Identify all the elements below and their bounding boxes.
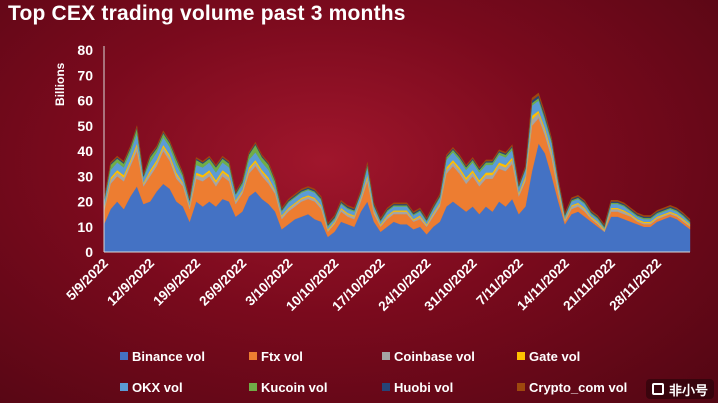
legend-label: Binance vol <box>132 349 205 364</box>
legend-swatch <box>382 383 390 391</box>
legend-item-gate-vol: Gate vol <box>517 349 580 364</box>
legend-item-kucoin-vol: Kucoin vol <box>249 380 327 395</box>
x-tick-label: 19/9/2022 <box>150 256 203 309</box>
y-tick-label: 0 <box>85 244 93 260</box>
legend-swatch <box>249 352 257 360</box>
chart-title: Top CEX trading volume past 3 months <box>8 2 406 25</box>
legend-swatch <box>120 352 128 360</box>
y-tick-label: 70 <box>77 67 93 83</box>
legend-label: Kucoin vol <box>261 380 327 395</box>
y-tick-label: 20 <box>77 194 93 210</box>
legend-label: Ftx vol <box>261 349 303 364</box>
series-area-crypto-com-vol <box>103 92 691 226</box>
watermark: 非小号 <box>645 379 714 399</box>
legend-item-binance-vol: Binance vol <box>120 349 205 364</box>
legend-label: Huobi vol <box>394 380 453 395</box>
y-tick-label: 60 <box>77 93 93 109</box>
legend-swatch <box>517 352 525 360</box>
x-tick-label: 26/9/2022 <box>196 256 249 309</box>
legend-swatch <box>120 383 128 391</box>
y-tick-label: 10 <box>77 219 93 235</box>
legend-label: Coinbase vol <box>394 349 475 364</box>
legend-swatch <box>249 383 257 391</box>
y-tick-label: 30 <box>77 168 93 184</box>
legend-label: OKX vol <box>132 380 183 395</box>
legend-swatch <box>382 352 390 360</box>
watermark-logo-icon <box>651 383 664 395</box>
legend-swatch <box>517 383 525 391</box>
legend-item-ftx-vol: Ftx vol <box>249 349 303 364</box>
legend-label: Gate vol <box>529 349 580 364</box>
y-tick-label: 40 <box>77 143 93 159</box>
x-tick-label: 12/9/2022 <box>104 256 157 309</box>
legend-item-okx-vol: OKX vol <box>120 380 183 395</box>
legend-item-huobi-vol: Huobi vol <box>382 380 453 395</box>
x-tick-label: 5/9/2022 <box>63 256 111 304</box>
legend-item-crypto-com-vol: Crypto_com vol <box>517 380 627 395</box>
y-axis-label: Billions <box>53 62 67 106</box>
watermark-text: 非小号 <box>668 382 708 398</box>
legend-label: Crypto_com vol <box>529 380 627 395</box>
legend-item-coinbase-vol: Coinbase vol <box>382 349 475 364</box>
y-tick-label: 50 <box>77 118 93 134</box>
y-tick-label: 80 <box>77 42 93 58</box>
